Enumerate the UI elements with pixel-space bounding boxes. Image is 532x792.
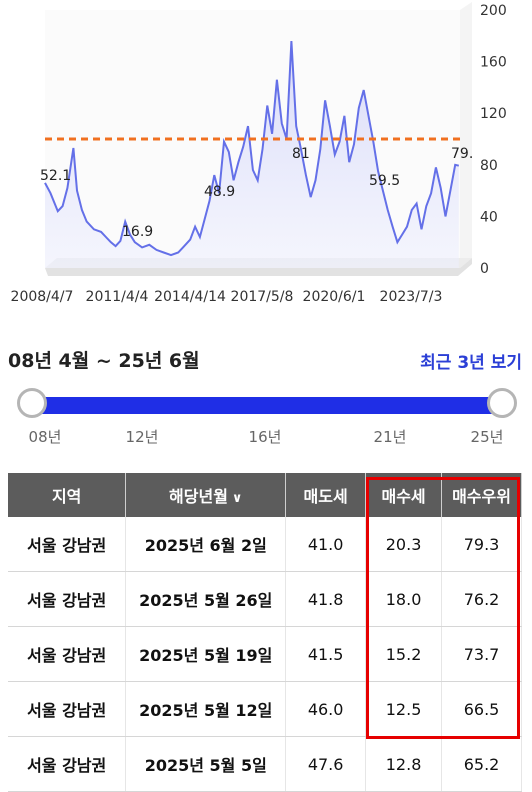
slider-tick-label: 12년 bbox=[125, 428, 159, 446]
column-header-buy[interactable]: 매수세 bbox=[365, 473, 443, 517]
x-tick-label: 2020/6/1 bbox=[303, 289, 366, 305]
table-cell: 18.0 bbox=[365, 571, 443, 627]
slider-tick-label: 16년 bbox=[248, 428, 282, 446]
table-row: 서울 강남권 2025년 5월 19일 41.5 15.2 73.7 bbox=[8, 626, 522, 682]
plot-base bbox=[45, 258, 472, 276]
y-tick-label: 120 bbox=[480, 106, 507, 122]
chevron-down-icon[interactable]: ∨ bbox=[231, 491, 243, 506]
x-tick-label: 2023/7/3 bbox=[380, 289, 443, 305]
table-cell: 서울 강남권 bbox=[8, 517, 127, 572]
x-tick-label: 2011/4/4 bbox=[86, 289, 149, 305]
chart-area: 0 40 80 120 160 200 52.1 16.9 48.9 81 59.5 79. 2008/… bbox=[0, 0, 532, 310]
table-cell: 2025년 5월 19일 bbox=[125, 626, 287, 682]
slider-end-handle[interactable] bbox=[487, 388, 517, 418]
table-row: 서울 강남권 2025년 5월 12일 46.0 12.5 66.5 bbox=[8, 681, 522, 737]
table-cell: 66.5 bbox=[441, 681, 522, 737]
series-line bbox=[44, 40, 460, 257]
y-tick-label: 80 bbox=[480, 158, 498, 174]
data-label: 79. bbox=[451, 146, 473, 162]
range-title: 08년 4월 ~ 25년 6월 bbox=[8, 350, 200, 372]
x-tick-label: 2017/5/8 bbox=[231, 289, 294, 305]
x-tick-label: 2014/4/14 bbox=[154, 289, 226, 305]
table-cell: 15.2 bbox=[365, 626, 443, 682]
column-header-region[interactable]: 지역 bbox=[8, 473, 127, 517]
recent-3-years-button[interactable]: 최근 3년 보기 bbox=[420, 353, 522, 373]
y-tick-label: 160 bbox=[480, 55, 507, 71]
table-cell: 2025년 6월 2일 bbox=[125, 517, 287, 572]
table-cell: 41.8 bbox=[285, 571, 367, 627]
slider-track[interactable] bbox=[34, 397, 500, 414]
table-cell: 서울 강남권 bbox=[8, 681, 127, 737]
table-cell: 서울 강남권 bbox=[8, 626, 127, 682]
data-label: 59.5 bbox=[369, 173, 400, 189]
data-table: 지역 해당년월 ∨ 매도세 매수세 매수우위 서울 강남권 2025년 6월 2일… bbox=[8, 473, 522, 792]
x-tick-label: 2008/4/7 bbox=[11, 289, 74, 305]
slider-tick-label: 21년 bbox=[373, 428, 407, 446]
column-header-date[interactable]: 해당년월 ∨ bbox=[125, 473, 287, 517]
table-cell: 79.3 bbox=[441, 517, 522, 572]
series-area bbox=[45, 41, 459, 268]
buy-advantage-chart: 0 40 80 120 160 200 52.1 16.9 48.9 81 59.5 79. 2008/… bbox=[11, 2, 507, 305]
table-cell: 2025년 5월 12일 bbox=[125, 681, 287, 737]
y-tick-label: 40 bbox=[480, 209, 498, 225]
date-range-slider[interactable] bbox=[17, 388, 517, 420]
table-cell: 2025년 5월 26일 bbox=[125, 571, 287, 627]
column-header-buy-advantage[interactable]: 매수우위 bbox=[441, 473, 522, 517]
table-cell: 12.5 bbox=[365, 681, 443, 737]
table-cell: 46.0 bbox=[285, 681, 367, 737]
table-cell: 76.2 bbox=[441, 571, 522, 627]
table-cell: 73.7 bbox=[441, 626, 522, 682]
slider-start-handle[interactable] bbox=[17, 388, 47, 418]
table-cell: 41.0 bbox=[285, 517, 367, 572]
column-header-sell[interactable]: 매도세 bbox=[285, 473, 367, 517]
table-header-row: 지역 해당년월 ∨ 매도세 매수세 매수우위 bbox=[8, 473, 522, 517]
slider-tick-label: 08년 bbox=[28, 428, 62, 446]
y-tick-label: 0 bbox=[480, 261, 489, 277]
slider-tick-label: 25년 bbox=[470, 428, 504, 446]
table-row: 서울 강남권 2025년 5월 26일 41.8 18.0 76.2 bbox=[8, 571, 522, 627]
table-cell: 서울 강남권 bbox=[8, 571, 127, 627]
data-label: 16.9 bbox=[122, 224, 153, 240]
table-cell: 20.3 bbox=[365, 517, 443, 572]
table-row: 서울 강남권 2025년 6월 2일 41.0 20.3 79.3 bbox=[8, 517, 522, 572]
data-label: 48.9 bbox=[204, 184, 235, 200]
table-cell: 41.5 bbox=[285, 626, 367, 682]
data-label: 52.1 bbox=[40, 168, 71, 184]
y-tick-label: 200 bbox=[480, 3, 507, 19]
data-label: 81 bbox=[292, 146, 310, 162]
